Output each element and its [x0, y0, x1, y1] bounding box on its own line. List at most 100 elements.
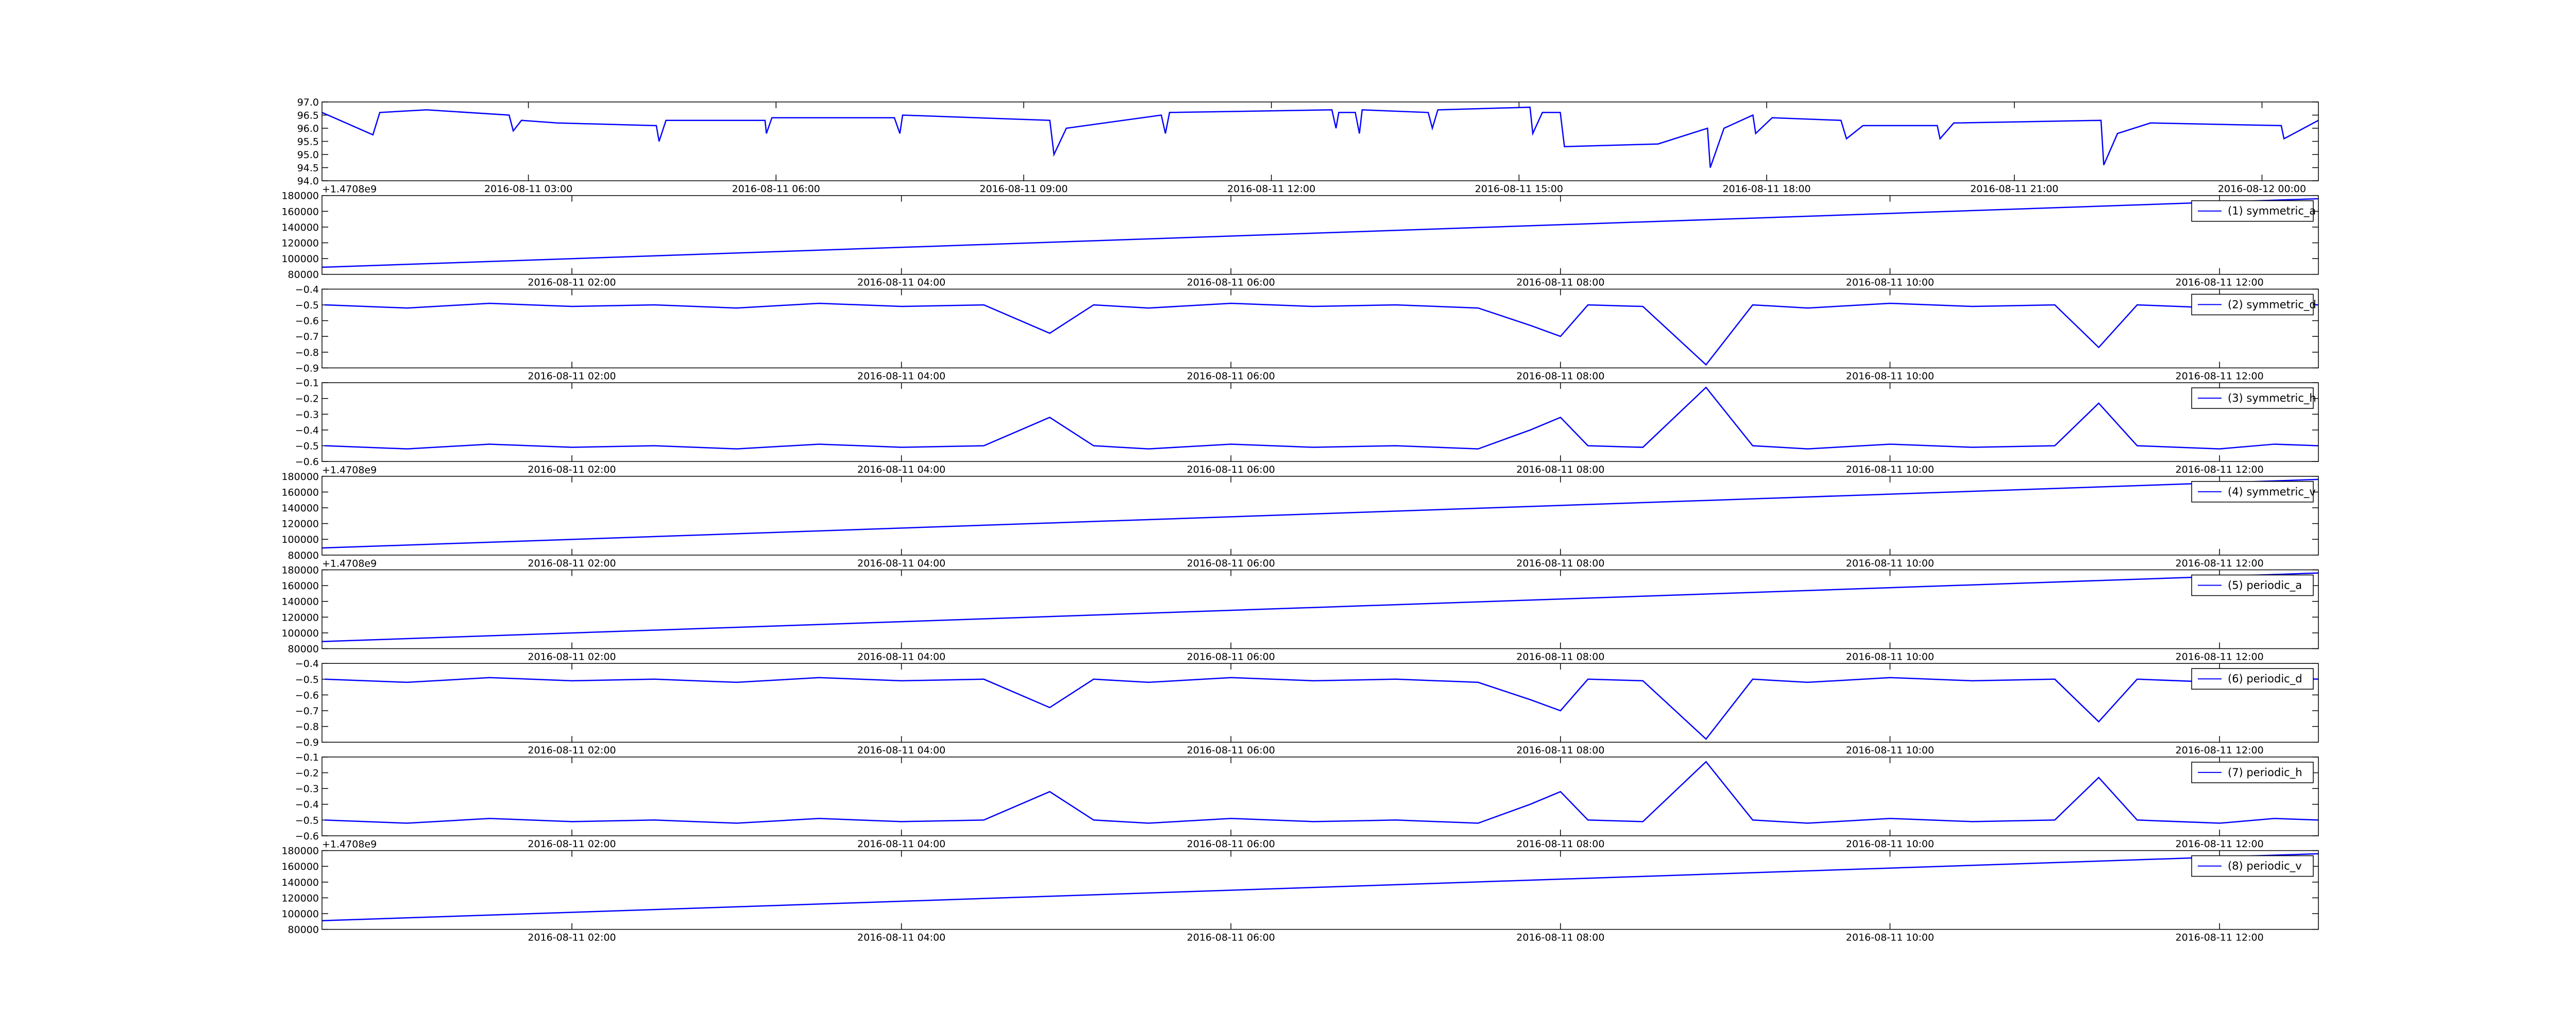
- y-tick-label: 100000: [281, 908, 319, 920]
- data-line: [325, 677, 2318, 740]
- x-tick-label: 2016-08-11 06:00: [1187, 932, 1275, 943]
- x-tick-label: 2016-08-11 08:00: [1516, 370, 1604, 382]
- y-tick-label: 96.5: [297, 110, 319, 122]
- x-tick-label: 2016-08-11 02:00: [528, 277, 616, 288]
- axes-frame: [321, 195, 2319, 275]
- y-tick-label: 160000: [281, 861, 319, 872]
- y-tick-label: 95.5: [297, 136, 319, 148]
- x-tick-label: 2016-08-11 12:00: [2176, 932, 2264, 943]
- x-tick-label: 2016-08-11 12:00: [2176, 464, 2264, 475]
- y-tick-label: 100000: [281, 628, 319, 639]
- x-tick-label: 2016-08-11 12:00: [2176, 370, 2264, 382]
- x-tick-label: 2016-08-11 12:00: [2176, 558, 2264, 569]
- y-tick-label: −0.1: [295, 377, 319, 389]
- y-tick-label: −0.3: [295, 409, 319, 420]
- data-line: [325, 302, 2318, 366]
- legend-label: (8) periodic_v: [2228, 860, 2302, 873]
- y-tick-label: −0.4: [295, 658, 319, 670]
- subplot: −0.6 −0.5 −0.4 −0.3 −0.2 −0.1 2016-08-11 02:00…: [295, 377, 2319, 475]
- y-tick-label: −0.5: [295, 815, 319, 826]
- x-tick-label: 2016-08-11 02:00: [528, 651, 616, 663]
- x-tick-label: 2016-08-11 10:00: [1846, 464, 1934, 475]
- y-tick-label: −0.4: [295, 799, 319, 811]
- x-tick-label: 2016-08-11 04:00: [857, 651, 945, 663]
- x-tick-label: 2016-08-11 06:00: [1187, 838, 1275, 850]
- axes-frame: [321, 476, 2319, 556]
- legend-label: (6) periodic_d: [2228, 673, 2302, 685]
- x-tick-label: 2016-08-11 02:00: [528, 745, 616, 756]
- axes-frame: [321, 101, 2319, 181]
- y-tick-label: 94.0: [297, 176, 319, 187]
- x-tick-label: 2016-08-11 08:00: [1516, 932, 1604, 943]
- x-tick-label: 2016-08-11 02:00: [528, 558, 616, 569]
- y-tick-label: 140000: [281, 222, 319, 233]
- y-tick-label: 80000: [288, 924, 319, 936]
- y-tick-label: 80000: [288, 550, 319, 561]
- y-tick-label: −0.2: [295, 393, 319, 405]
- x-tick-label: 2016-08-11 04:00: [857, 558, 945, 569]
- y-tick-label: −0.9: [295, 737, 319, 748]
- y-tick-label: 80000: [288, 269, 319, 281]
- x-tick-label: 2016-08-11 06:00: [1187, 558, 1275, 569]
- y-tick-label: −0.6: [295, 456, 319, 468]
- y-tick-label: −0.7: [295, 331, 319, 342]
- data-line: [322, 478, 2318, 549]
- subplot: −0.9 −0.8 −0.7 −0.6 −0.5 −0.4 2016-08-11 02:00…: [295, 658, 2319, 756]
- legend-label: (3) symmetric_h: [2228, 392, 2316, 405]
- offset-text: +1.4708e9: [322, 839, 377, 850]
- y-tick-label: 140000: [281, 596, 319, 608]
- x-tick-label: 2016-08-11 12:00: [2176, 651, 2264, 663]
- offset-text: +1.4708e9: [322, 465, 377, 476]
- data-line: [325, 761, 2318, 824]
- x-tick-label: 2016-08-11 12:00: [2176, 277, 2264, 288]
- x-tick-label: 2016-08-11 08:00: [1516, 651, 1604, 663]
- y-tick-label: 160000: [281, 487, 319, 498]
- y-tick-label: 120000: [281, 892, 319, 904]
- legend-label: (1) symmetric_a: [2228, 205, 2316, 218]
- x-tick-label: 2016-08-11 06:00: [1187, 464, 1275, 475]
- x-tick-label: 2016-08-11 06:00: [1187, 277, 1275, 288]
- x-tick-label: 2016-08-11 06:00: [732, 183, 820, 195]
- y-tick-label: 180000: [281, 565, 319, 576]
- subplot: 80000 100000 120000 140000 160000 180000 2016-…: [281, 465, 2319, 569]
- y-tick-label: 96.0: [297, 123, 319, 134]
- legend-label: (2) symmetric_d: [2228, 298, 2316, 311]
- x-tick-label: 2016-08-11 06:00: [1187, 651, 1275, 663]
- x-tick-label: 2016-08-11 12:00: [2176, 745, 2264, 756]
- axes-frame: [321, 757, 2319, 836]
- x-tick-label: 2016-08-11 10:00: [1846, 932, 1934, 943]
- offset-text: +1.4708e9: [322, 558, 377, 570]
- x-tick-label: 2016-08-11 02:00: [528, 838, 616, 850]
- x-tick-label: 2016-08-12 00:00: [2218, 183, 2306, 195]
- x-tick-label: 2016-08-11 10:00: [1846, 558, 1934, 569]
- x-tick-label: 2016-08-11 04:00: [857, 838, 945, 850]
- legend-label: (5) periodic_a: [2228, 579, 2302, 592]
- y-tick-label: −0.2: [295, 768, 319, 779]
- x-tick-label: 2016-08-11 21:00: [1970, 183, 2058, 195]
- data-line: [325, 386, 2318, 450]
- subplot: −0.9 −0.8 −0.7 −0.6 −0.5 −0.4 2016-08-11 02:00…: [295, 284, 2319, 382]
- axes-frame: [321, 569, 2319, 649]
- y-tick-label: 94.5: [297, 163, 319, 174]
- y-tick-label: −0.7: [295, 706, 319, 717]
- y-tick-label: −0.6: [295, 316, 319, 327]
- y-tick-label: 97.0: [297, 97, 319, 108]
- y-tick-label: −0.5: [295, 441, 319, 452]
- x-tick-label: 2016-08-11 06:00: [1187, 370, 1275, 382]
- x-tick-label: 2016-08-11 15:00: [1475, 183, 1563, 195]
- x-tick-label: 2016-08-11 04:00: [857, 464, 945, 475]
- data-line: [322, 853, 2318, 922]
- x-tick-label: 2016-08-11 04:00: [857, 745, 945, 756]
- y-tick-label: 100000: [281, 534, 319, 545]
- y-tick-label: −0.3: [295, 783, 319, 795]
- subplot: 80000 100000 120000 140000 160000 180000 2016-…: [281, 558, 2319, 663]
- legend-label: (7) periodic_h: [2228, 766, 2302, 779]
- y-tick-label: 120000: [281, 612, 319, 623]
- subplot: −0.6 −0.5 −0.4 −0.3 −0.2 −0.1 2016-08-11 02:00…: [295, 752, 2319, 850]
- x-tick-label: 2016-08-11 18:00: [1722, 183, 1810, 195]
- y-tick-label: −0.8: [295, 722, 319, 733]
- y-tick-label: −0.1: [295, 752, 319, 763]
- y-tick-label: 180000: [281, 191, 319, 202]
- x-tick-label: 2016-08-11 10:00: [1846, 651, 1934, 663]
